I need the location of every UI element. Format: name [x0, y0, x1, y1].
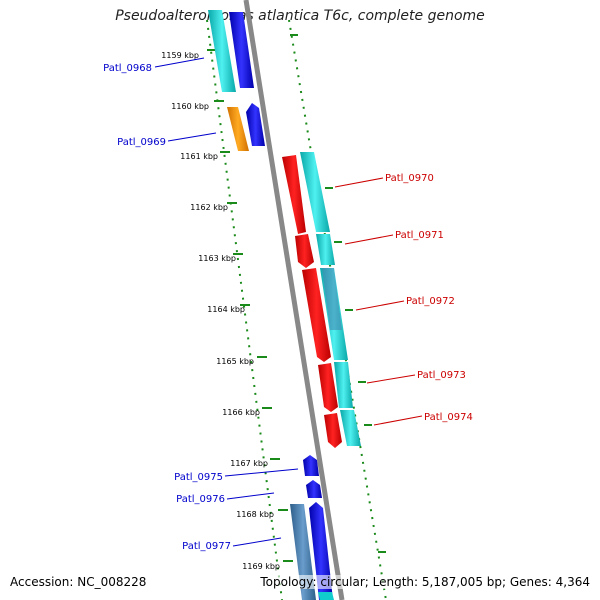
leader-line-0969	[167, 132, 217, 142]
gene-arrow-0973[interactable]	[318, 363, 338, 412]
gene-arrow-0975[interactable]	[303, 455, 319, 476]
cds-feature-0968[interactable]	[208, 10, 236, 92]
gene-arrow-0972[interactable]	[302, 268, 331, 362]
tick-label: 1160 kbp	[171, 102, 209, 111]
leader-line-0971	[344, 234, 394, 245]
cds-feature-0973[interactable]	[334, 362, 353, 408]
cds-feature-0971[interactable]	[316, 234, 335, 265]
gene-label-0968[interactable]: Patl_0968	[103, 63, 152, 74]
leader-line-0973	[366, 374, 416, 384]
tick-label: 1161 kbp	[180, 152, 218, 161]
gene-label-0971[interactable]: Patl_0971	[395, 230, 444, 241]
tick-label: 1165 kbp	[216, 357, 254, 366]
leader-line-0972	[355, 300, 405, 311]
gene-label-0969[interactable]: Patl_0969	[117, 137, 166, 148]
gene-arrow-0971[interactable]	[295, 234, 314, 268]
cds-feature-0977-cyan	[318, 592, 334, 600]
tick-label: 1162 kbp	[190, 203, 228, 212]
gene-label-0975[interactable]: Patl_0975	[174, 472, 223, 483]
gene-label-0973[interactable]: Patl_0973	[417, 370, 466, 381]
tick-marks-right	[290, 34, 386, 553]
genome-backbone	[243, 0, 345, 600]
tick-label: 1159 kbp	[161, 51, 199, 60]
leader-line-0974	[373, 415, 423, 426]
gene-arrow-0970[interactable]	[282, 155, 306, 234]
topology-text: Topology: circular; Length: 5,187,005 bp…	[260, 575, 590, 589]
gene-label-0972[interactable]: Patl_0972	[406, 296, 455, 307]
tick-label: 1168 kbp	[236, 510, 274, 519]
left-dotted-guide	[206, 19, 283, 600]
leader-line-0975	[224, 468, 299, 477]
gene-label-0970[interactable]: Patl_0970	[385, 173, 434, 184]
gene-label-0976[interactable]: Patl_0976	[176, 494, 225, 505]
tick-label: 1169 kbp	[242, 562, 280, 571]
gene-arrow-0974[interactable]	[324, 413, 342, 448]
cds-feature-0974[interactable]	[340, 410, 361, 446]
leader-line-0977	[232, 537, 282, 547]
accession-text: Accession: NC_008228	[10, 575, 147, 589]
cds-feature-0969[interactable]	[227, 107, 249, 151]
gene-label-0974[interactable]: Patl_0974	[424, 412, 473, 423]
leader-line-0968	[154, 57, 205, 68]
gene-arrow-0969[interactable]	[246, 103, 265, 146]
cds-feature-0970[interactable]	[300, 152, 330, 232]
gene-arrow-0968[interactable]	[229, 12, 254, 88]
gene-label-0977[interactable]: Patl_0977	[182, 541, 231, 552]
tick-label: 1167 kbp	[230, 459, 268, 468]
tick-label: 1163 kbp	[198, 254, 236, 263]
gene-arrow-0976[interactable]	[306, 480, 322, 498]
tick-label: 1166 kbp	[222, 408, 260, 417]
leader-line-0976	[226, 492, 275, 500]
leader-line-0970	[334, 177, 384, 188]
tick-marks-left	[207, 49, 293, 562]
cds-feature-0972-overlay	[322, 268, 342, 330]
tick-label: 1164 kbp	[207, 305, 245, 314]
